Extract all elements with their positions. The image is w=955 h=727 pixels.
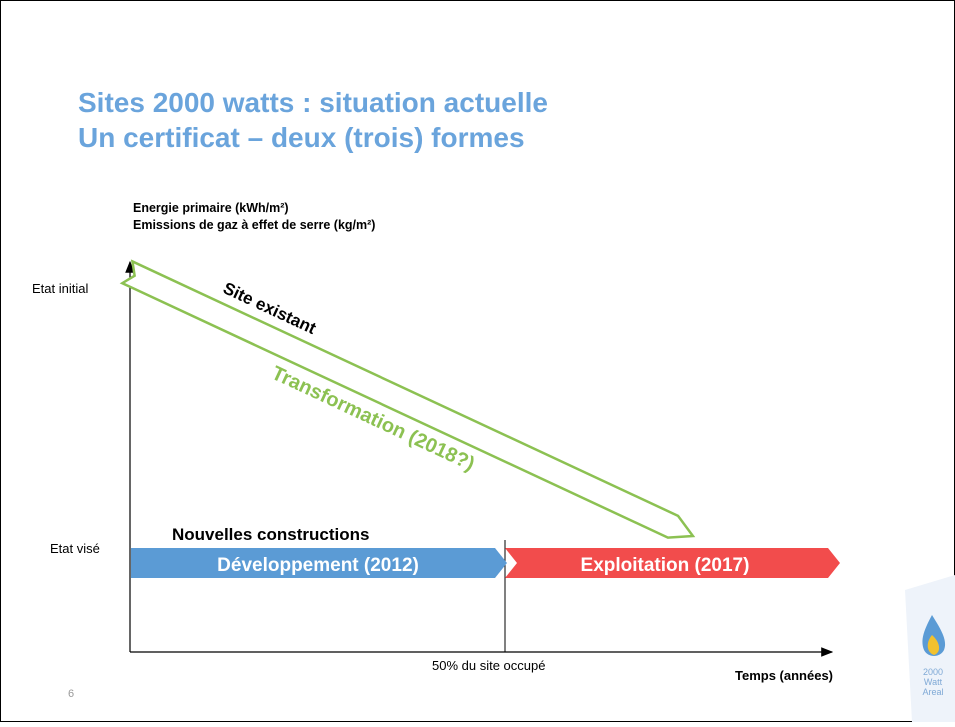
phase2-arrow xyxy=(505,548,840,578)
y-axis-label: Energie primaire (kWh/m²) xyxy=(133,201,289,215)
y-axis-label: Emissions de gaz à effet de serre (kg/m²… xyxy=(133,218,375,232)
phase2-label: Exploitation (2017) xyxy=(581,555,750,576)
y-initial: Etat initial xyxy=(32,281,88,296)
logo-text: Watt xyxy=(924,677,943,687)
x-axis-label: Temps (années) xyxy=(735,668,833,683)
logo-text: 2000 xyxy=(923,667,943,677)
logo-drop-inner xyxy=(927,635,940,655)
logo: 2000 Watt Areal xyxy=(905,575,955,722)
page-number: 6 xyxy=(68,688,74,700)
phase1-label: Développement (2012) xyxy=(217,555,419,576)
x-marker-label: 50% du site occupé xyxy=(432,658,545,673)
y-target: Etat visé xyxy=(50,541,100,556)
logo-text: Areal xyxy=(922,687,943,697)
title: Un certificat – deux (trois) formes xyxy=(78,122,525,153)
title: Sites 2000 watts : situation actuelle xyxy=(78,87,548,118)
phase1-arrow xyxy=(131,548,507,578)
arrow-shape xyxy=(119,259,696,539)
new-label: Nouvelles constructions xyxy=(172,525,369,544)
